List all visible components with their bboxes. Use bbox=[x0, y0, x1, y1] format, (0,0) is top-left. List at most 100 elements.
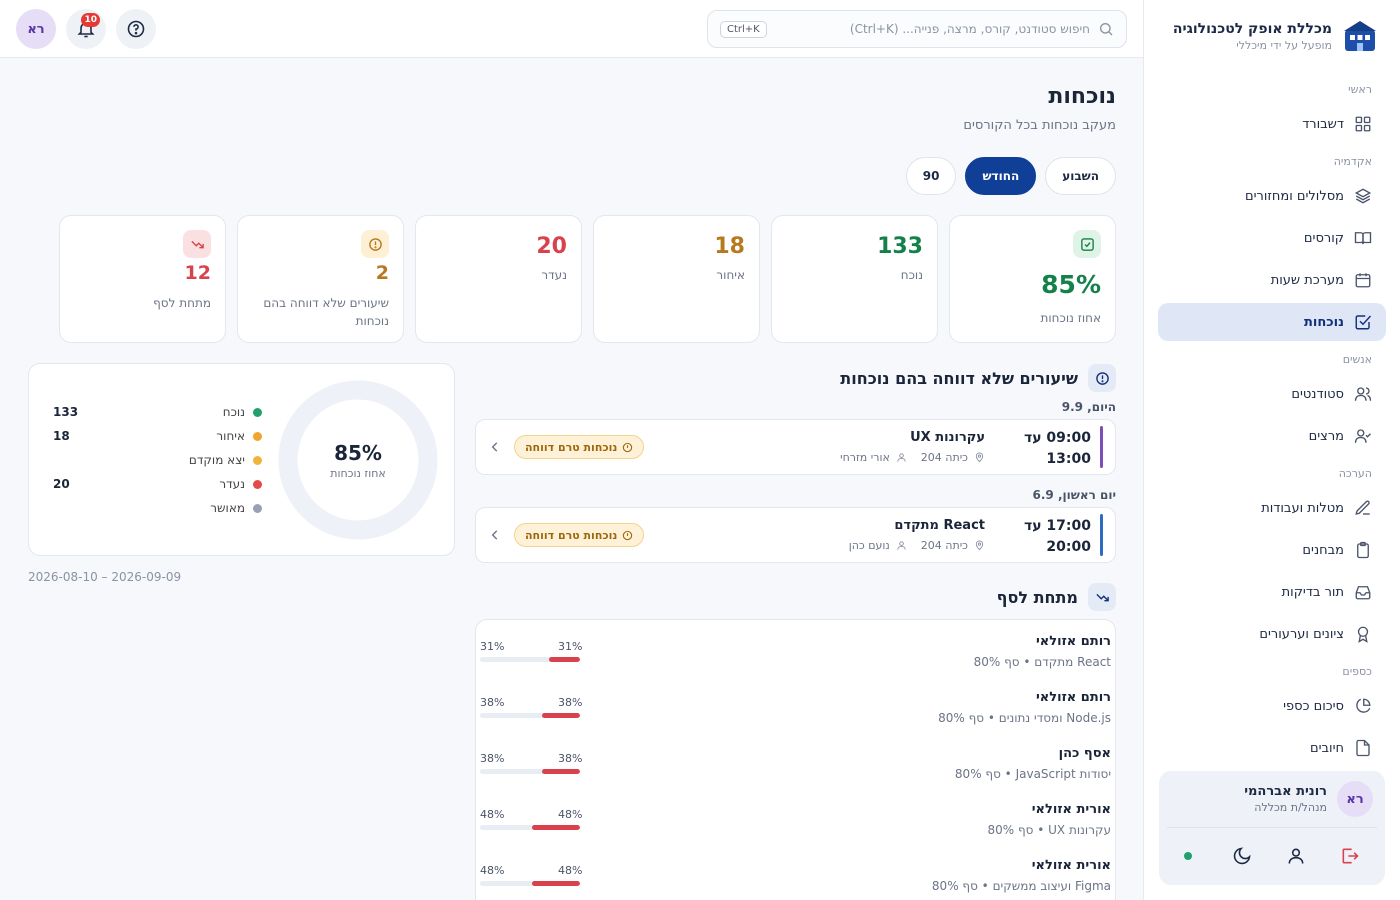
legend-item-absent: נעדר 20 bbox=[53, 472, 262, 496]
search-box[interactable]: Ctrl+K bbox=[707, 10, 1127, 48]
college-logo-icon bbox=[1344, 21, 1376, 51]
tab-90[interactable]: 90 bbox=[905, 157, 957, 195]
tab-month[interactable]: החודש bbox=[965, 157, 1037, 195]
list-item[interactable]: אורית אזולאי עקרונות UX • סף 80% 48% 48% bbox=[476, 788, 1115, 844]
notification-badge: 10 bbox=[81, 13, 100, 27]
sidebar-item-attendance[interactable]: נוכחות bbox=[1158, 303, 1386, 341]
pct-label: 38% bbox=[558, 752, 583, 765]
sidebar-item-label: סטודנטים bbox=[1291, 386, 1344, 402]
chevron-left-icon[interactable] bbox=[488, 440, 502, 454]
stat-label: נעדר bbox=[541, 268, 567, 282]
student-course: Node.js ומסדי נתונים • סף 80% bbox=[938, 711, 1111, 725]
sidebar-item-label: מערכת שעות bbox=[1270, 272, 1344, 288]
avatar[interactable]: רא bbox=[1337, 781, 1373, 817]
sidebar-item-label: מטלות ועבודות bbox=[1261, 500, 1344, 516]
student-name: אסף כהן bbox=[1058, 746, 1111, 761]
sidebar-item-label: סיכום כספי bbox=[1283, 698, 1344, 714]
location-icon bbox=[975, 452, 984, 463]
online-dot-icon bbox=[1184, 852, 1192, 860]
sidebar-item-label: קורסים bbox=[1303, 230, 1344, 246]
sidebar-item-grades[interactable]: ציונים וערעורים bbox=[1158, 615, 1386, 653]
sidebar-item-dashboard[interactable]: דשבורד bbox=[1158, 105, 1386, 143]
legend-dot bbox=[253, 431, 262, 441]
stat-card-unreported: 2 שיעורים שלא דווחה בהם נוכחות bbox=[237, 215, 404, 343]
unreported-section-header: שיעורים שלא דווחה בהם נוכחות bbox=[840, 364, 1116, 392]
sidebar-item-students[interactable]: סטודנטים bbox=[1158, 375, 1386, 413]
help-button[interactable] bbox=[116, 9, 156, 49]
legend-name: נוכח bbox=[222, 405, 245, 419]
sidebar-item-finance-summary[interactable]: סיכום כספי bbox=[1158, 687, 1386, 725]
progress-track bbox=[480, 881, 580, 886]
legend-name: מאושר bbox=[210, 501, 245, 515]
award-icon bbox=[1357, 626, 1369, 643]
sidebar-item-review-queue[interactable]: תור בדיקות bbox=[1158, 573, 1386, 611]
list-item[interactable]: אסף כהן יסודות JavaScript • סף 80% 38% 3… bbox=[476, 732, 1115, 788]
stat-card-late: 18 איחור bbox=[593, 215, 760, 343]
status-badge: נוכחות טרם דווחה bbox=[514, 523, 645, 547]
list-item[interactable]: רותם אזולאי React מתקדם • סף 80% 31% 31% bbox=[476, 620, 1115, 676]
chevron-left-icon[interactable] bbox=[488, 528, 502, 542]
search-input[interactable] bbox=[774, 22, 1090, 36]
sidebar: מכללת אופק לטכנולוגיה מופעל על ידי מיכלל… bbox=[1143, 0, 1400, 900]
progress-track bbox=[480, 769, 580, 774]
progress-track bbox=[480, 657, 580, 662]
moon-icon bbox=[1233, 847, 1251, 865]
tab-week[interactable]: השבוע bbox=[1045, 157, 1116, 195]
sidebar-item-label: דשבורד bbox=[1302, 116, 1344, 132]
unreported-lesson[interactable]: 17:00 עד 20:00 React מתקדם כיתה 204 נועם… bbox=[475, 507, 1116, 563]
user-icon bbox=[897, 541, 906, 550]
sidebar-item-assignments[interactable]: מטלות ועבודות bbox=[1158, 489, 1386, 527]
lesson-color-bar bbox=[1100, 426, 1103, 468]
stat-card-attendance-rate: 85% אחוז נוכחות bbox=[949, 215, 1116, 343]
lesson-color-bar bbox=[1100, 514, 1103, 556]
sidebar-item-lecturers[interactable]: מרצים bbox=[1158, 417, 1386, 455]
status-badge: נוכחות טרם דווחה bbox=[514, 435, 645, 459]
list-item[interactable]: אורית אזולאי Figma ועיצוב ממשקים • סף 80… bbox=[476, 844, 1115, 900]
progress-fill bbox=[549, 657, 580, 662]
logout-button[interactable] bbox=[1333, 839, 1367, 873]
file-icon bbox=[1356, 739, 1370, 757]
stat-card-present: 133 נוכח bbox=[771, 215, 938, 343]
pct-label: 38% bbox=[480, 696, 505, 709]
below-threshold-list: רותם אזולאי React מתקדם • סף 80% 31% 31%… bbox=[475, 619, 1116, 900]
top-avatar[interactable]: רא bbox=[16, 9, 56, 49]
sidebar-item-exams[interactable]: מבחנים bbox=[1158, 531, 1386, 569]
stat-value: 133 bbox=[877, 234, 923, 259]
lesson-room: כיתה 204 bbox=[920, 451, 968, 464]
dark-mode-toggle[interactable] bbox=[1225, 839, 1259, 873]
check-square-icon bbox=[1355, 315, 1372, 330]
range-tabs: השבוע החודש 90 bbox=[905, 157, 1116, 195]
profile-button[interactable] bbox=[1279, 839, 1313, 873]
section-title: שיעורים שלא דווחה בהם נוכחות bbox=[840, 368, 1078, 388]
lesson-end: 13:00 bbox=[1046, 451, 1091, 467]
legend-item-left-early: יצא מוקדם bbox=[53, 448, 262, 472]
brand[interactable]: מכללת אופק לטכנולוגיה מופעל על ידי מיכלל… bbox=[1173, 18, 1378, 54]
sidebar-item-schedule[interactable]: מערכת שעות bbox=[1158, 261, 1386, 299]
trend-down-icon bbox=[183, 230, 211, 258]
attendance-donut-chart bbox=[278, 380, 438, 540]
donut-label: אחוז נוכחות bbox=[330, 466, 386, 480]
stat-label: אחוז נוכחות bbox=[1040, 311, 1101, 325]
nav-section-people: אנשים bbox=[1342, 353, 1372, 366]
day-label: היום, 9.9 bbox=[1061, 400, 1116, 414]
attendance-breakdown-card: 85% אחוז נוכחות נוכח 133 איחור 18 יצא מו… bbox=[28, 363, 455, 556]
lesson-course: עקרונות UX bbox=[910, 430, 985, 445]
sidebar-item-label: חיובים bbox=[1310, 740, 1344, 756]
sidebar-item-tracks[interactable]: מסלולים ומחזורים bbox=[1158, 177, 1386, 215]
progress-fill bbox=[542, 713, 580, 718]
unreported-lesson[interactable]: 09:00 עד 13:00 עקרונות UX כיתה 204 אורי … bbox=[475, 419, 1116, 475]
pie-icon bbox=[1356, 698, 1371, 713]
sidebar-item-courses[interactable]: קורסים bbox=[1158, 219, 1386, 257]
notifications-button[interactable]: 10 bbox=[66, 9, 106, 49]
user-check-icon bbox=[1354, 429, 1371, 443]
status-text: נוכחות טרם דווחה bbox=[525, 528, 618, 542]
nav-section-finance: כספים bbox=[1342, 665, 1372, 678]
legend-value: 18 bbox=[53, 429, 70, 443]
sidebar-item-label: מרצים bbox=[1308, 428, 1344, 444]
stat-label: מתחת לסף bbox=[153, 296, 211, 310]
list-item[interactable]: רותם אזולאי Node.js ומסדי נתונים • סף 80… bbox=[476, 676, 1115, 732]
stat-value: 18 bbox=[714, 234, 745, 259]
sidebar-item-charges[interactable]: חיובים bbox=[1158, 729, 1386, 758]
student-course: React מתקדם • סף 80% bbox=[973, 655, 1111, 669]
stat-card-below-threshold: 12 מתחת לסף bbox=[59, 215, 226, 343]
